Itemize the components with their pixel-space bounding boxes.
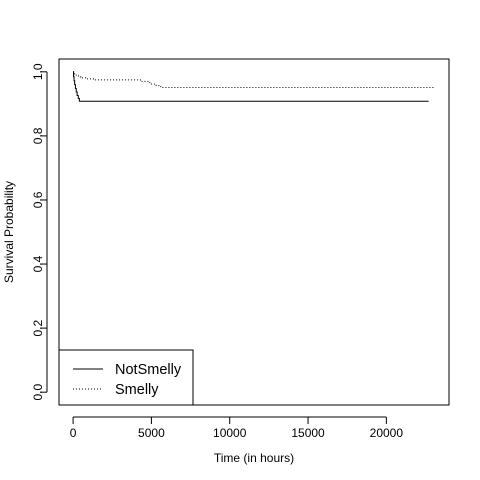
x-axis: 0 5000 10000 15000 20000 — [70, 416, 404, 440]
y-tick-label: 0.0 — [31, 384, 45, 401]
series-layer — [73, 71, 435, 102]
x-tick-label: 20000 — [370, 426, 404, 440]
x-axis-label: Time (in hours) — [214, 451, 294, 465]
legend-label: Smelly — [115, 382, 159, 398]
x-tick-label: 5000 — [138, 426, 165, 440]
series-line-notsmelly — [73, 71, 429, 102]
series-line-smelly — [73, 71, 435, 89]
legend-box — [58, 349, 194, 406]
y-tick-label: 0.8 — [31, 127, 45, 144]
y-axis-label: Survival Probability — [2, 181, 16, 283]
y-axis: 0.0 0.2 0.4 0.6 0.8 1.0 — [31, 63, 48, 401]
y-tick-label: 1.0 — [31, 63, 45, 80]
legend-label: NotSmelly — [115, 362, 182, 378]
y-tick-label: 0.4 — [31, 255, 45, 272]
x-tick-label: 10000 — [213, 426, 247, 440]
x-tick-label: 15000 — [291, 426, 325, 440]
x-tick-label: 0 — [70, 426, 77, 440]
y-tick-label: 0.2 — [31, 319, 45, 336]
y-tick-label: 0.6 — [31, 191, 45, 208]
plot-frame — [58, 58, 450, 406]
legend: NotSmelly Smelly — [58, 349, 194, 406]
